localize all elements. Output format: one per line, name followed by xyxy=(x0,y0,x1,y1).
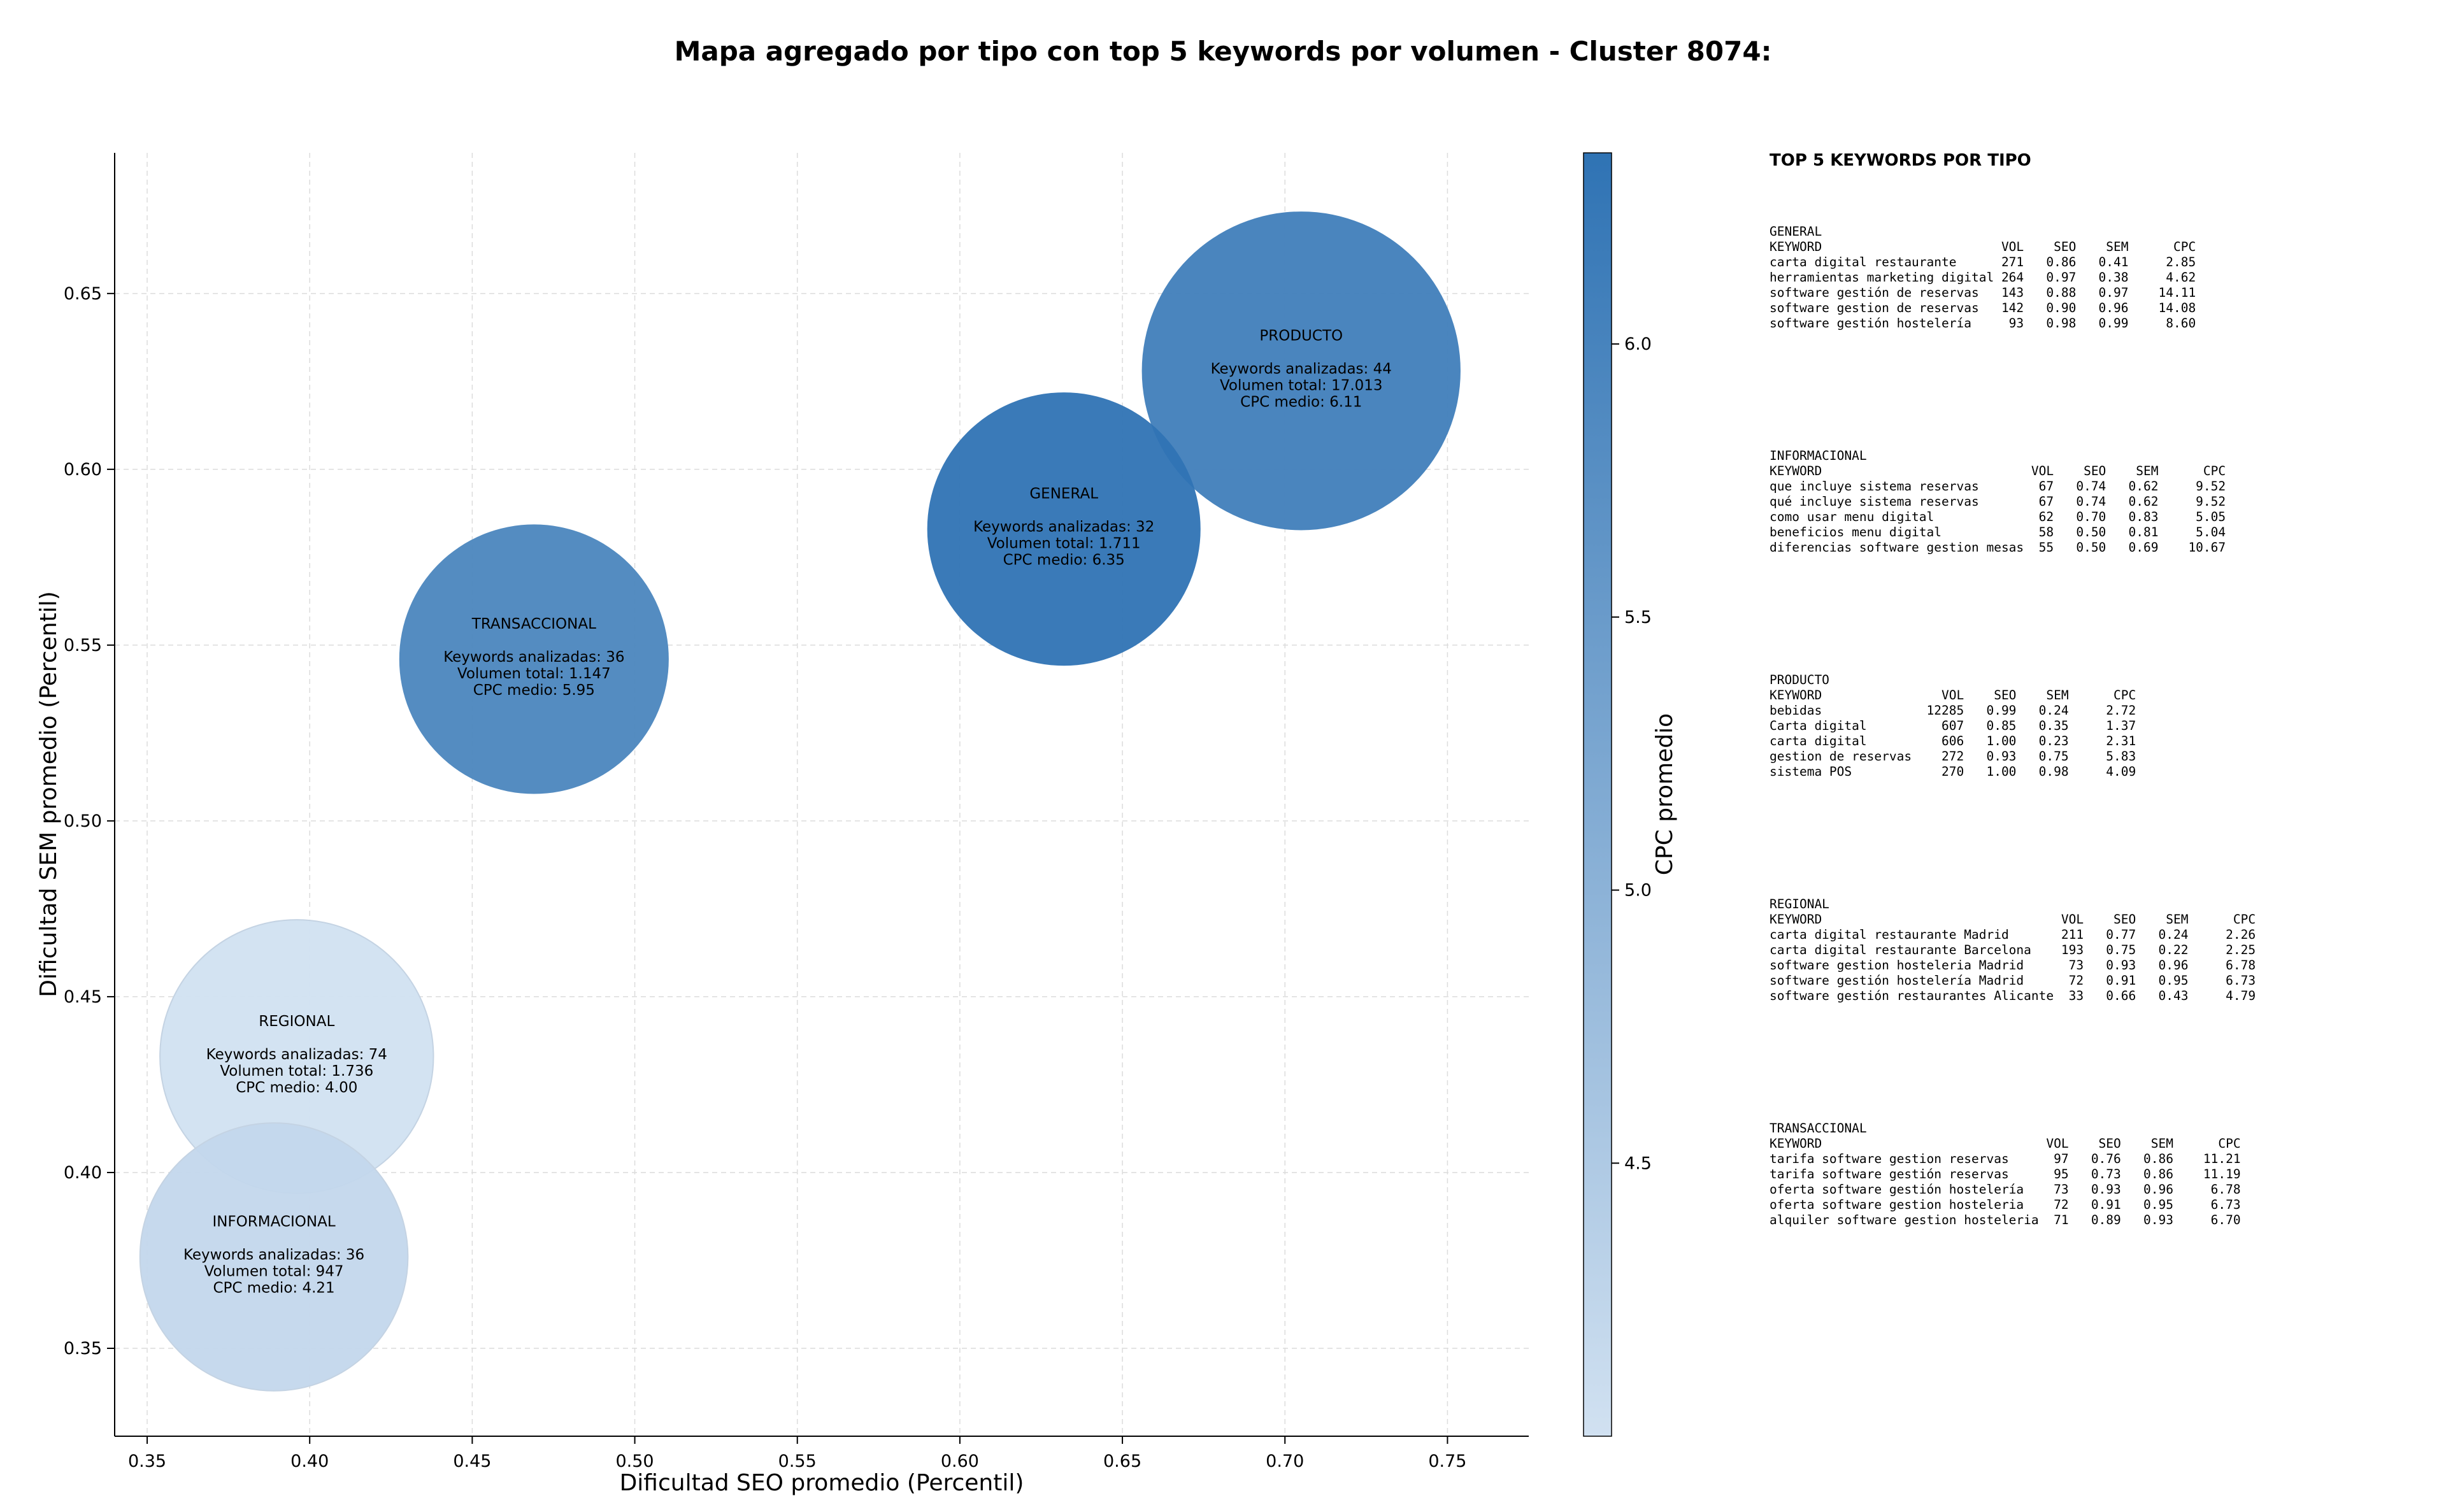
panel-table-row: bebidas 12285 0.99 0.24 2.72 xyxy=(1770,703,2136,718)
bubble-detail-transaccional: CPC medio: 5.95 xyxy=(473,682,595,699)
bubble-detail-producto: Volumen total: 17.013 xyxy=(1220,377,1383,394)
colorbar-tick-label: 6.0 xyxy=(1624,334,1652,354)
panel-table-row: software gestión restaurantes Alicante 3… xyxy=(1770,988,2256,1003)
x-tick-label: 0.35 xyxy=(128,1451,166,1471)
bubble-detail-producto: Keywords analizadas: 44 xyxy=(1211,360,1392,377)
panel-table-row: beneficios menu digital 58 0.50 0.81 5.0… xyxy=(1770,525,2226,539)
panel-table-row: alquiler software gestion hosteleria 71 … xyxy=(1770,1213,2241,1227)
bubble-title-regional: REGIONAL xyxy=(259,1013,334,1030)
bubble-detail-transaccional: Volumen total: 1.147 xyxy=(457,666,611,682)
x-axis-label: Dificultad SEO promedio (Percentil) xyxy=(620,1470,1024,1496)
panel-table-row: gestion de reservas 272 0.93 0.75 5.83 xyxy=(1770,749,2136,764)
panel-block-title: PRODUCTO xyxy=(1770,673,1829,687)
x-tick-label: 0.40 xyxy=(290,1451,329,1471)
bubble-title-producto: PRODUCTO xyxy=(1259,327,1343,344)
panel-table-row: Carta digital 607 0.85 0.35 1.37 xyxy=(1770,718,2136,733)
colorbar: 4.5 5.0 5.5 6.0 xyxy=(1583,152,1652,1437)
bubble-detail-informacional: Keywords analizadas: 36 xyxy=(183,1246,364,1263)
bubble-title-transaccional: TRANSACCIONAL xyxy=(471,616,596,632)
panel-table-header: KEYWORD VOL SEO SEM CPC xyxy=(1770,912,2256,927)
panel-table-header: KEYWORD VOL SEO SEM CPC xyxy=(1770,464,2226,478)
x-tick-label: 0.65 xyxy=(1103,1451,1141,1471)
bubble-title-general: GENERAL xyxy=(1029,486,1098,503)
panel-table-row: herramientas marketing digital 264 0.97 … xyxy=(1770,270,2196,285)
bubble-detail-general: Keywords analizadas: 32 xyxy=(973,519,1154,536)
panel-heading: TOP 5 KEYWORDS POR TIPO xyxy=(1770,151,2031,170)
colorbar-tick-label: 5.5 xyxy=(1624,608,1652,627)
panel-table-row: como usar menu digital 62 0.70 0.83 5.05 xyxy=(1770,510,2226,524)
bubble-detail-transaccional: Keywords analizadas: 36 xyxy=(443,649,624,666)
y-tick-label: 0.35 xyxy=(64,1339,102,1359)
y-tick-label: 0.40 xyxy=(64,1163,102,1183)
panel-table-header: KEYWORD VOL SEO SEM CPC xyxy=(1770,239,2196,254)
bubble-transaccional xyxy=(399,524,669,794)
bubble-detail-general: CPC medio: 6.35 xyxy=(1003,552,1125,569)
bubble-informacional xyxy=(139,1122,409,1392)
y-tick-label: 0.45 xyxy=(64,987,102,1007)
panel-table-row: software gestión hostelería Madrid 72 0.… xyxy=(1770,973,2256,988)
panel-block-title: TRANSACCIONAL xyxy=(1770,1121,1867,1136)
panel-block-title: INFORMACIONAL xyxy=(1770,448,1867,463)
colorbar-gradient xyxy=(1583,152,1612,1437)
bubble-detail-producto: CPC medio: 6.11 xyxy=(1240,394,1362,410)
panel-table-row: software gestión hostelería 93 0.98 0.99… xyxy=(1770,316,2196,331)
y-axis-label: Dificultad SEM promedio (Percentil) xyxy=(36,591,62,997)
bubble-detail-informacional: Volumen total: 947 xyxy=(204,1263,344,1280)
panel-table-row: oferta software gestion hosteleria 72 0.… xyxy=(1770,1197,2241,1212)
bubble-detail-regional: Keywords analizadas: 74 xyxy=(206,1046,387,1063)
x-tick-label: 0.70 xyxy=(1266,1451,1304,1471)
panel-block-title: REGIONAL xyxy=(1770,897,1829,911)
x-tick-label: 0.45 xyxy=(453,1451,491,1471)
panel-table-row: software gestion hosteleria Madrid 73 0.… xyxy=(1770,958,2256,973)
panel-table-header: KEYWORD VOL SEO SEM CPC xyxy=(1770,1136,2241,1151)
x-tick-label: 0.55 xyxy=(778,1451,817,1471)
y-tick-label: 0.50 xyxy=(64,811,102,831)
bubble-detail-informacional: CPC medio: 4.21 xyxy=(213,1280,334,1296)
panel-table-row: software gestion de reservas 142 0.90 0.… xyxy=(1770,301,2196,315)
bubble-detail-general: Volumen total: 1.711 xyxy=(987,536,1141,552)
panel-table-row: carta digital restaurante Barcelona 193 … xyxy=(1770,943,2256,957)
panel-table-row: que incluye sistema reservas 67 0.74 0.6… xyxy=(1770,479,2226,494)
x-tick-label: 0.60 xyxy=(941,1451,979,1471)
colorbar-tick-label: 4.5 xyxy=(1624,1153,1652,1173)
bubble-detail-regional: CPC medio: 4.00 xyxy=(236,1080,357,1096)
chart-title: Mapa agregado por tipo con top 5 keyword… xyxy=(675,36,1772,67)
axes: 0.35 0.40 0.45 0.50 0.55 0.60 0.65 0.70 0.75 0.35… xyxy=(64,153,1529,1471)
x-tick-label: 0.50 xyxy=(615,1451,654,1471)
panel-table-row: sistema POS 270 1.00 0.98 4.09 xyxy=(1770,764,2136,779)
bubble-detail-regional: Volumen total: 1.736 xyxy=(220,1063,373,1080)
x-tick-label: 0.75 xyxy=(1428,1451,1466,1471)
bubble-title-informacional: INFORMACIONAL xyxy=(212,1213,335,1230)
panel-table-row: oferta software gestión hostelería 73 0.… xyxy=(1770,1182,2241,1197)
y-tick-label: 0.60 xyxy=(64,460,102,480)
colorbar-tick-label: 5.0 xyxy=(1624,881,1652,901)
panel-block-title: GENERAL xyxy=(1770,224,1822,239)
panel-table-row: carta digital 606 1.00 0.23 2.31 xyxy=(1770,734,2136,748)
y-tick-label: 0.65 xyxy=(64,284,102,304)
panel-table-row: qué incluye sistema reservas 67 0.74 0.6… xyxy=(1770,494,2226,509)
panel-table-row: carta digital restaurante Madrid 211 0.7… xyxy=(1770,927,2256,942)
y-tick-label: 0.55 xyxy=(64,636,102,655)
panel-table-row: carta digital restaurante 271 0.86 0.41 … xyxy=(1770,255,2196,269)
panel-table-row: tarifa software gestión reservas 95 0.73… xyxy=(1770,1167,2241,1181)
panel-table-row: software gestión de reservas 143 0.88 0.… xyxy=(1770,285,2196,300)
panel-table-row: diferencias software gestion mesas 55 0.… xyxy=(1770,540,2226,555)
colorbar-label: CPC promedio xyxy=(1652,713,1678,875)
bubble-producto xyxy=(1141,211,1461,531)
panel-table-header: KEYWORD VOL SEO SEM CPC xyxy=(1770,688,2136,703)
bubble-general xyxy=(927,392,1201,666)
panel-table-row: tarifa software gestion reservas 97 0.76… xyxy=(1770,1152,2241,1166)
